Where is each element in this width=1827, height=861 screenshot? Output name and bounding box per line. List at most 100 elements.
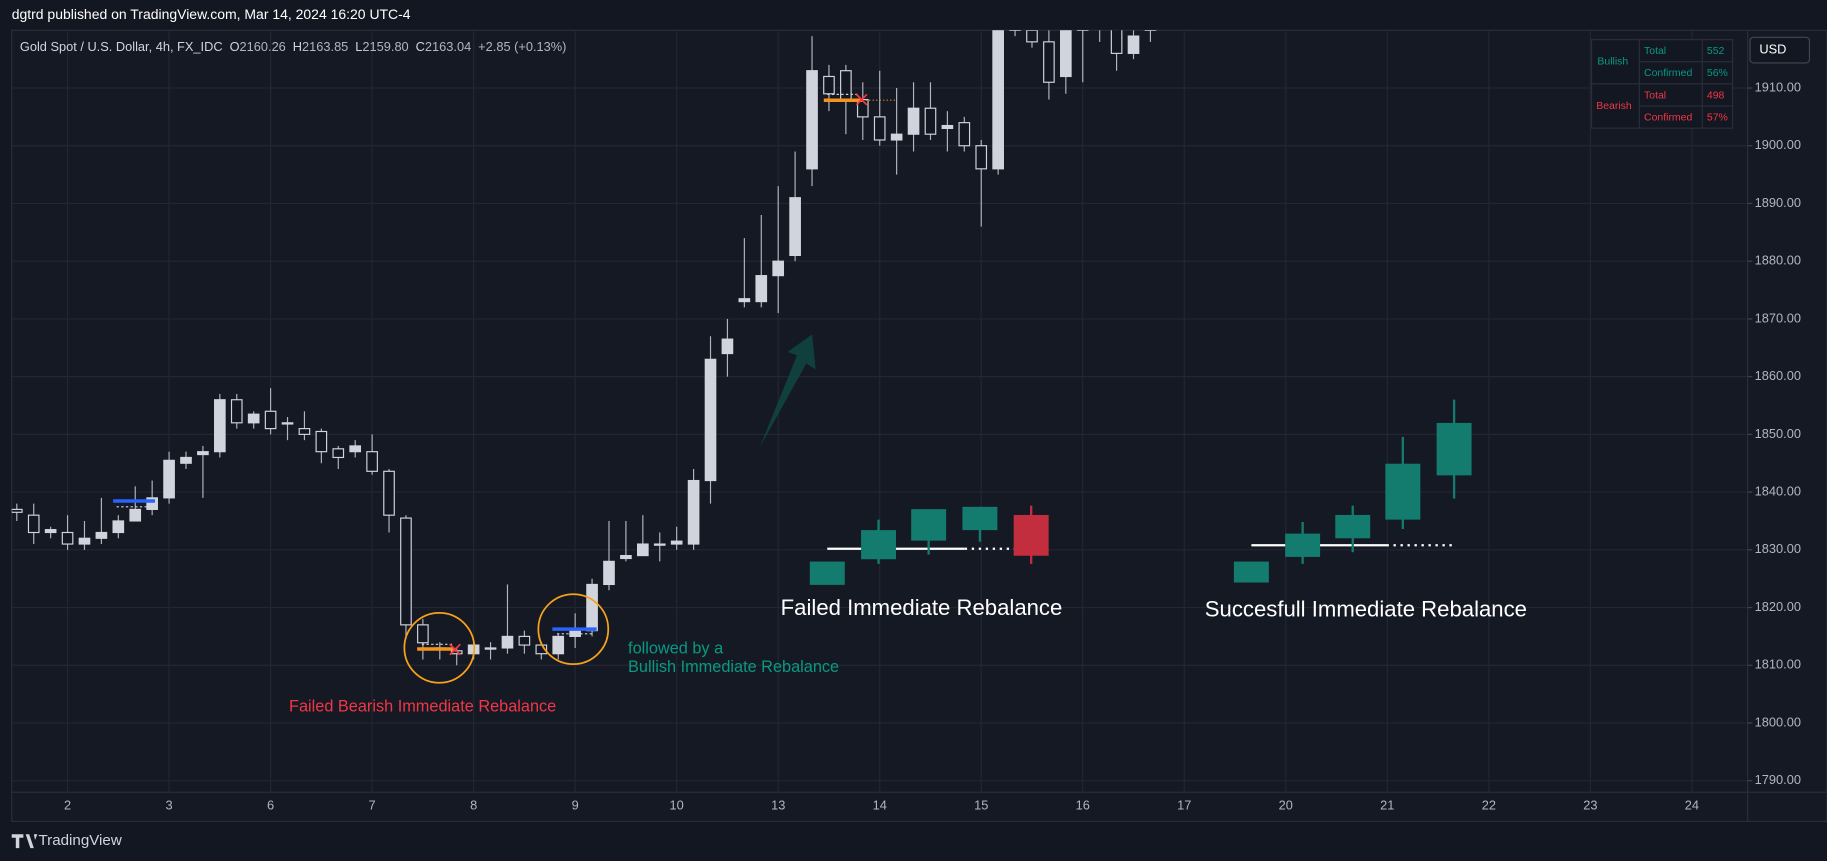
y-tick-label: 1790.00 [1755,772,1801,787]
candle-body [620,555,632,560]
candle-body [637,543,649,557]
candle-body [146,497,158,510]
candle-body [180,456,192,464]
demo-candle [1335,514,1371,539]
candle-body [1060,30,1072,78]
candle-body [840,70,852,101]
candle-body [197,451,209,456]
x-tick-label: 17 [1177,798,1191,813]
y-tick-label: 1800.00 [1755,714,1801,729]
demo-candle [809,561,845,585]
demo-candle [1436,422,1472,476]
candle-body [163,459,175,499]
candle-body [78,537,91,545]
candles [11,30,1157,666]
annotation: Failed Immediate Rebalance [781,595,1063,620]
y-tick-label: 1810.00 [1755,657,1801,672]
x-tick-label: 15 [974,798,988,813]
candle-body [1026,30,1038,43]
y-tick-label: 1870.00 [1755,310,1801,325]
demo-candle [911,509,947,541]
o-value: 2160.26 [240,39,286,54]
candle-body [417,624,429,644]
candle-body [44,529,57,534]
fail-mark [449,643,461,656]
candle-body [366,451,378,472]
candle-body [992,30,1004,170]
candle-body [332,448,345,459]
x-tick-label: 16 [1076,798,1090,813]
stat-label: Confirmed [1644,68,1692,79]
demo-candle [861,530,897,560]
x-tick-label: 9 [572,798,579,813]
x-tick-label: 13 [771,798,785,813]
x-tick-label: 6 [267,798,274,813]
stat-label: Total [1644,46,1666,57]
candle-body [958,122,971,147]
x-tick-label: 8 [470,798,477,813]
annotation: Succesfull Immediate Rebalance [1205,596,1527,621]
y-tick-label: 1880.00 [1755,253,1801,268]
candle-body [704,358,717,482]
y-tick-label: 1850.00 [1755,426,1801,441]
footer: TradingView [39,832,122,849]
legend: Gold Spot / U.S. Dollar, 4h, FX_IDC O2160… [20,39,567,54]
candle-body [264,410,277,430]
candle-body [975,145,988,170]
symbol: Gold Spot / U.S. Dollar, 4h, FX_IDC [20,39,223,54]
l-value: 2159.80 [362,39,408,54]
y-tick-label: 1910.00 [1755,79,1801,94]
demo-candle [1285,533,1321,557]
candle-body [924,107,937,135]
x-tick-label: 10 [670,798,684,813]
candle-body [61,531,74,545]
stat-value: 56% [1707,68,1728,79]
candle-body [687,479,700,545]
stat-value: 498 [1707,90,1725,101]
candle-body [670,540,683,545]
candle-body [95,531,108,539]
change: +2.85 (+0.13%) [478,39,566,54]
candle-body [552,635,565,655]
x-tick-label: 20 [1279,798,1293,813]
stat-value: 552 [1707,46,1725,57]
o-label: O [230,39,240,54]
candle-body [941,124,954,130]
demo-candle [1013,514,1049,556]
candle-body [214,399,226,453]
candle-body [484,647,497,650]
candle-body [907,107,920,135]
candle-body [772,260,785,277]
highlight-circle [537,593,610,665]
x-tick-label: 21 [1380,798,1394,813]
candle-body [501,635,514,649]
l-label: L [355,39,362,54]
indicator-marks [113,93,898,684]
candle-body [11,508,23,513]
y-tick-label: 1890.00 [1755,195,1801,210]
fail-mark [855,93,868,106]
x-tick-label: 14 [873,798,887,813]
grid: 1790.00 1800.00 1810.00 1820.00 1830.00 1840.… [11,30,1801,813]
candle-body [129,508,142,522]
x-tick-label: 2 [64,798,71,813]
candle-body [27,514,40,534]
candle-body [383,470,395,516]
currency-button[interactable] [1749,36,1811,64]
y-tick-label: 1820.00 [1755,599,1801,614]
candle-body [789,197,801,257]
candle-body [230,399,243,424]
y-tick-label: 1860.00 [1755,368,1801,383]
currency[interactable]: USD [1759,41,1786,56]
demo-candle [1233,561,1269,583]
annotation: Bullish Immediate Rebalance [628,658,839,676]
c-label: C [416,39,425,54]
logo [11,834,38,849]
candle-body [247,413,260,424]
candle-body [586,583,598,632]
annotation: Failed Bearish Immediate Rebalance [289,698,556,716]
demo-candle [962,506,998,531]
candle-body [890,133,903,141]
header: dgtrd published on TradingView.com, Mar … [12,6,411,22]
stat-label: Confirmed [1644,112,1692,123]
